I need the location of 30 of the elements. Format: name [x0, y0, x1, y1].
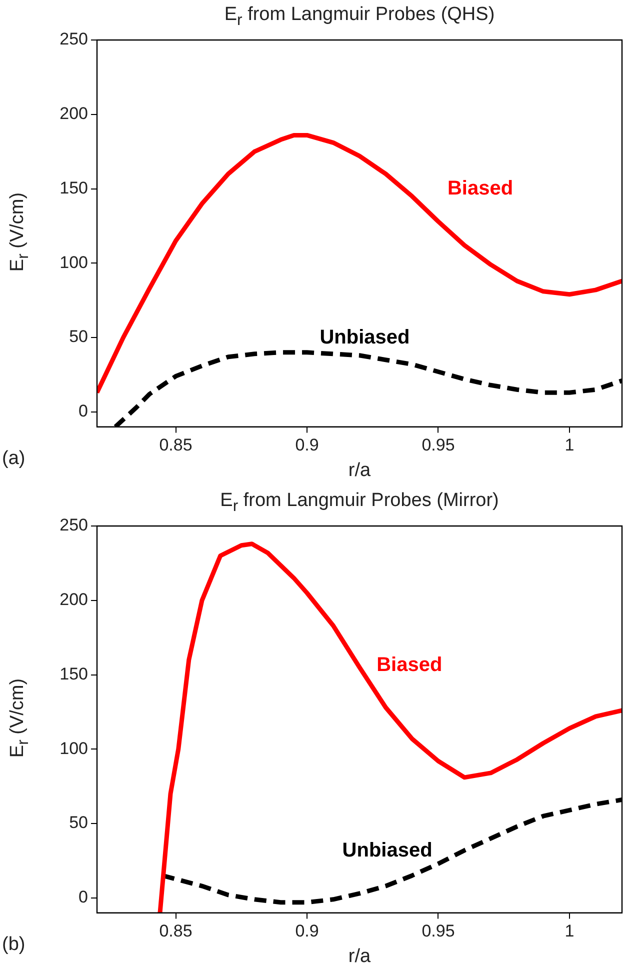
x-tick-label: 1: [564, 922, 574, 941]
x-tick-label: 0.85: [159, 922, 192, 941]
y-tick-label: 200: [60, 590, 88, 610]
series-label: Unbiased: [320, 326, 410, 348]
y-tick-label: 100: [60, 738, 88, 758]
y-tick-label: 250: [60, 30, 88, 49]
series-label: Biased: [447, 177, 514, 200]
x-tick-label: 0.9: [295, 436, 319, 455]
chart-title: E$_{r}$ from Langmuir Probes (QHS): [223, 4, 496, 30]
y-tick-label: 200: [60, 104, 88, 124]
x-tick-label: 0.95: [422, 436, 455, 455]
y-tick-label: 50: [69, 327, 88, 346]
y-tick-label: 150: [60, 664, 88, 684]
chart-title: E$_{r}$ from Langmuir Probes (Mirror): [219, 490, 500, 516]
x-tick-label: 0.9: [295, 922, 319, 941]
text: (a): [2, 448, 26, 470]
x-tick-label: 0.85: [159, 436, 192, 455]
y-tick-label: 250: [60, 516, 88, 535]
y-tick-label: 0: [78, 888, 88, 907]
x-tick-label: 1: [564, 436, 574, 455]
y-tick-label: 50: [69, 813, 88, 832]
series-label: Biased: [376, 654, 442, 676]
y-tick-label: 0: [78, 402, 88, 421]
series-label: Unbiased: [342, 839, 432, 862]
x-tick-label: 0.95: [422, 922, 455, 941]
y-tick-label: 100: [60, 252, 88, 272]
x-axis-title: r/a: [348, 946, 372, 967]
text: (b): [2, 934, 26, 956]
y-tick-label: 150: [60, 178, 88, 198]
x-axis-title: r/a: [348, 460, 372, 481]
